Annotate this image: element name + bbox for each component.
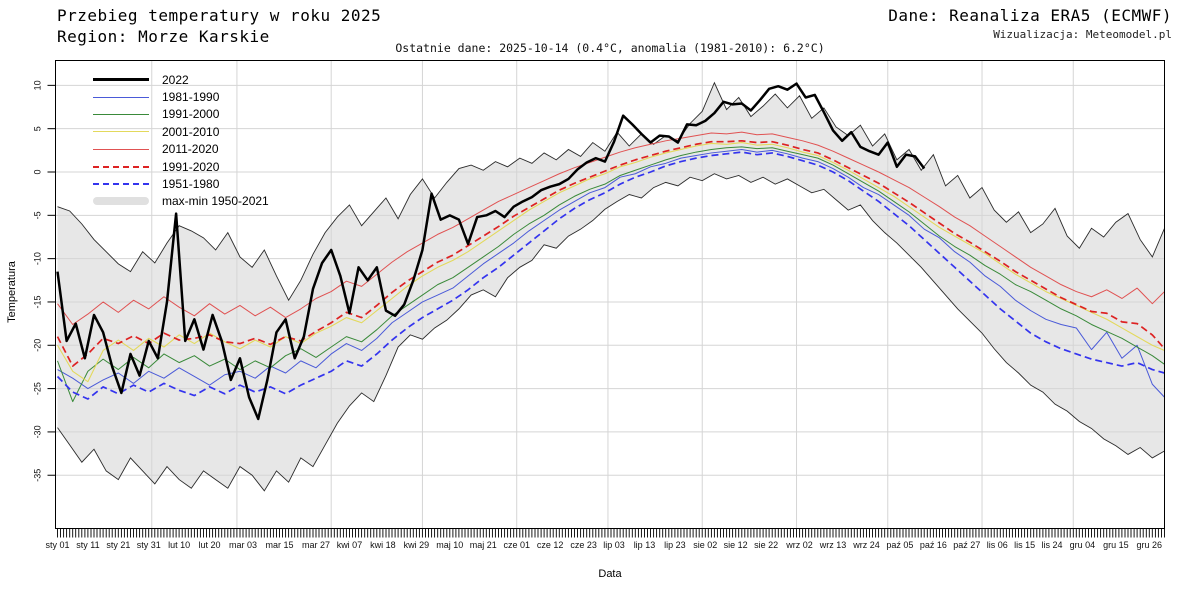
- x-tick-label: lut 10: [168, 540, 190, 550]
- x-tick-label: sie 12: [724, 540, 748, 550]
- legend-line-swatch: [93, 96, 149, 98]
- y-tick-label: -30: [32, 425, 42, 438]
- legend-item: 2022: [93, 71, 269, 88]
- legend-band-swatch: [93, 197, 149, 206]
- legend-item: 2001-2010: [93, 123, 269, 140]
- x-tick-label: sty 01: [45, 540, 69, 550]
- legend-label: 1951-1980: [162, 177, 220, 192]
- legend-item: 1991-2000: [93, 106, 269, 123]
- x-tick-label: lip 23: [664, 540, 686, 550]
- series-2011-2020: [57, 131, 1165, 325]
- y-axis-label: Temperatura: [6, 261, 18, 323]
- x-tick-label: lip 03: [603, 540, 625, 550]
- legend-label: 2011-2020: [162, 142, 219, 157]
- x-tick-label: cze 23: [570, 540, 597, 550]
- x-tick-label: lis 15: [1014, 540, 1035, 550]
- min-line: [57, 173, 1165, 492]
- data-source-title: Dane: Reanaliza ERA5 (ECMWF): [888, 6, 1172, 25]
- legend-line-swatch: [93, 78, 149, 82]
- legend-line-swatch: [93, 148, 149, 150]
- series-1991-2020: [56, 139, 1166, 367]
- legend-item: 1981-1990: [93, 88, 269, 105]
- series-1951-1980: [56, 151, 1165, 400]
- y-tick-label: 5: [32, 126, 42, 131]
- daily-tick-comb: [57, 528, 1165, 538]
- y-tick-label: 10: [32, 80, 42, 90]
- x-tick-label: lis 24: [1041, 540, 1062, 550]
- y-tick-label: 0: [32, 169, 42, 174]
- max-line: [57, 81, 1165, 302]
- legend-label: 1991-2020: [162, 159, 220, 174]
- legend-line-swatch: [93, 131, 149, 133]
- page-title: Przebieg temperatury w roku 2025: [57, 6, 382, 25]
- x-tick-label: kwi 18: [370, 540, 396, 550]
- x-tick-label: lip 13: [634, 540, 656, 550]
- y-tick-label: -35: [32, 469, 42, 482]
- legend-line-swatch: [93, 165, 149, 168]
- x-tick-label: sty 11: [76, 540, 99, 550]
- x-tick-label: mar 03: [229, 540, 257, 550]
- legend-item: 1991-2020: [93, 158, 269, 175]
- x-tick-label: paź 16: [920, 540, 947, 550]
- x-tick-label: kwi 07: [337, 540, 363, 550]
- y-tick-label: -5: [32, 211, 42, 219]
- legend-item: max-min 1950-2021: [93, 193, 269, 210]
- x-tick-label: gru 15: [1103, 540, 1129, 550]
- x-axis-label: Data: [598, 568, 622, 580]
- plot-frame: [55, 60, 1165, 529]
- x-tick-label: lut 20: [199, 540, 221, 550]
- y-tick-label: -20: [32, 339, 42, 352]
- x-tick-label: sie 02: [693, 540, 717, 550]
- series-2001-2010: [57, 141, 1165, 383]
- x-tick-label: paź 05: [886, 540, 913, 550]
- x-tick-label: cze 12: [537, 540, 564, 550]
- x-tick-label: wrz 02: [785, 540, 813, 550]
- visualization-credit: Wizualizacja: Meteomodel.pl: [993, 28, 1172, 41]
- legend-label: max-min 1950-2021: [162, 194, 269, 209]
- region-subtitle: Region: Morze Karskie: [57, 27, 270, 46]
- legend-item: 1951-1980: [93, 175, 269, 192]
- chart-legend: 2022 1981-1990 1991-2000 2001-2010 2011-2020…: [93, 71, 269, 210]
- y-tick-label: -25: [32, 382, 42, 395]
- x-tick-label: mar 27: [302, 540, 330, 550]
- legend-label: 1991-2000: [162, 107, 220, 122]
- x-tick-label: maj 21: [470, 540, 497, 550]
- x-tick-label: maj 10: [436, 540, 463, 550]
- series-2022: [56, 82, 926, 421]
- legend-item: 2011-2020: [93, 141, 269, 158]
- x-tick-label: paź 27: [953, 540, 980, 550]
- legend-line-swatch: [93, 183, 149, 186]
- legend-line-swatch: [93, 113, 149, 115]
- x-tick-label: gru 26: [1137, 540, 1163, 550]
- last-data-subtitle: Ostatnie dane: 2025-10-14 (0.4°C, anomal…: [395, 41, 825, 55]
- y-tick-label: -15: [32, 295, 42, 308]
- x-tick-label: lis 06: [987, 540, 1008, 550]
- x-tick-label: sie 22: [754, 540, 778, 550]
- x-tick-label: kwi 29: [404, 540, 430, 550]
- x-tick-label: wrz 13: [819, 540, 847, 550]
- legend-label: 2022: [162, 72, 189, 87]
- legend-label: 1981-1990: [162, 90, 220, 105]
- x-tick-label: wrz 24: [852, 540, 880, 550]
- x-tick-label: sty 21: [106, 540, 130, 550]
- y-tick-label: -10: [32, 252, 42, 265]
- x-tick-label: cze 01: [503, 540, 530, 550]
- x-tick-label: gru 04: [1070, 540, 1096, 550]
- x-tick-label: sty 31: [137, 540, 161, 550]
- legend-label: 2001-2010: [162, 124, 220, 139]
- x-tick-label: mar 15: [266, 540, 294, 550]
